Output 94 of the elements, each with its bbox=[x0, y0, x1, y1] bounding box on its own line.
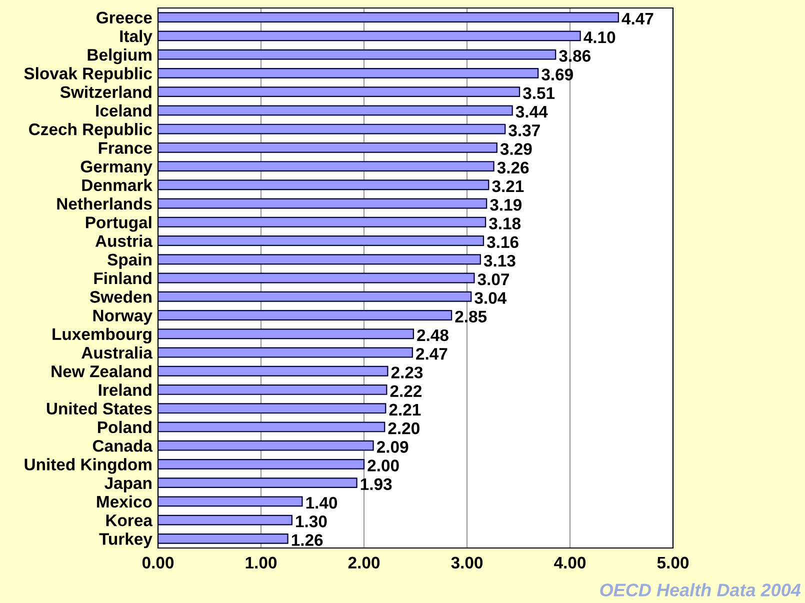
data-label: 4.47 bbox=[622, 12, 654, 24]
y-tick-label: Switzerland bbox=[60, 86, 152, 98]
y-tick-label: Sweden bbox=[90, 290, 152, 303]
data-label: 3.29 bbox=[500, 143, 532, 155]
data-label: 2.09 bbox=[376, 441, 408, 453]
y-tick-label: Australia bbox=[82, 346, 153, 359]
bar bbox=[158, 328, 414, 340]
y-tick-label: Norway bbox=[93, 310, 152, 325]
y-tick-label: Netherlands bbox=[57, 197, 152, 210]
data-label: 1.40 bbox=[306, 496, 338, 509]
data-label: 2.23 bbox=[391, 366, 423, 378]
data-label: 2.22 bbox=[390, 385, 422, 397]
data-label: 1.26 bbox=[292, 534, 323, 546]
data-label: 3.18 bbox=[489, 218, 521, 230]
data-label: 2.00 bbox=[368, 460, 399, 472]
y-tick-label: Poland bbox=[98, 420, 152, 434]
bar bbox=[158, 458, 365, 470]
y-tick-label: Italy bbox=[120, 30, 152, 46]
y-tick-label: New Zealand bbox=[52, 365, 152, 378]
bar bbox=[158, 384, 388, 395]
data-label: 1.30 bbox=[296, 516, 327, 528]
bar bbox=[158, 142, 498, 153]
bar bbox=[158, 533, 288, 544]
bar bbox=[158, 291, 472, 302]
data-label: 1.93 bbox=[360, 478, 392, 490]
data-label: 2.48 bbox=[417, 329, 448, 342]
bar bbox=[158, 105, 513, 116]
x-tick-label: 5.00 bbox=[657, 556, 689, 569]
bar bbox=[158, 161, 494, 172]
bar bbox=[158, 68, 539, 78]
data-label: 3.21 bbox=[492, 180, 524, 192]
y-tick-label: Austria bbox=[95, 234, 153, 247]
data-label: 3.19 bbox=[490, 198, 522, 211]
bar bbox=[158, 478, 358, 488]
x-tick-label: 1.00 bbox=[246, 556, 277, 569]
data-label: 2.85 bbox=[455, 310, 487, 323]
bar bbox=[158, 254, 481, 265]
bar bbox=[158, 272, 475, 284]
y-tick-label: Turkey bbox=[99, 532, 152, 548]
y-tick-label: Finland bbox=[94, 272, 152, 284]
data-label: 2.47 bbox=[416, 348, 448, 360]
y-tick-label: United States bbox=[46, 402, 152, 415]
data-label: 2.20 bbox=[388, 422, 420, 434]
data-label: 3.51 bbox=[523, 87, 555, 100]
x-tick-label: 2.00 bbox=[348, 556, 380, 569]
y-tick-label: France bbox=[98, 142, 152, 154]
bar bbox=[158, 440, 374, 451]
data-label: 3.44 bbox=[516, 106, 548, 118]
text: OECD Health Data 2004 bbox=[600, 583, 801, 596]
y-tick-label: Japan bbox=[104, 477, 152, 492]
x-tick-label: 3.00 bbox=[451, 556, 483, 569]
data-label: 3.04 bbox=[474, 292, 507, 304]
bar bbox=[158, 49, 556, 60]
y-tick-label: Denmark bbox=[82, 178, 152, 192]
y-tick-label: Canada bbox=[92, 440, 153, 452]
data-label: 3.26 bbox=[497, 162, 529, 174]
bar bbox=[158, 12, 619, 23]
bar bbox=[158, 236, 484, 246]
y-tick-label: Portugal bbox=[86, 216, 152, 232]
bar bbox=[158, 30, 581, 42]
data-label: 3.69 bbox=[542, 68, 573, 80]
data-label: 3.86 bbox=[559, 50, 591, 62]
bar bbox=[158, 198, 488, 209]
bar bbox=[158, 310, 452, 320]
data-label: 3.07 bbox=[478, 273, 510, 286]
y-tick-label: Ireland bbox=[98, 384, 152, 396]
x-tick-label: 4.00 bbox=[554, 556, 586, 569]
bar bbox=[158, 216, 486, 228]
bar bbox=[158, 496, 303, 507]
bar bbox=[158, 124, 506, 134]
y-tick-label: Iceland bbox=[96, 104, 152, 117]
bar bbox=[158, 86, 520, 98]
bar bbox=[158, 180, 490, 190]
y-tick-label: Greece bbox=[96, 12, 152, 24]
data-label: 3.13 bbox=[484, 254, 516, 267]
data-label: 2.21 bbox=[389, 404, 421, 416]
y-tick-label: Luxembourg bbox=[52, 328, 152, 344]
y-tick-label: Slovak Republic bbox=[24, 67, 152, 83]
bar bbox=[158, 366, 388, 376]
y-tick-label: Germany bbox=[80, 160, 152, 176]
bar bbox=[158, 514, 292, 526]
y-tick-label: Mexico bbox=[97, 495, 152, 508]
y-tick-label: Belgium bbox=[88, 48, 152, 64]
bar bbox=[158, 403, 386, 414]
y-tick-label: Czech Republic bbox=[29, 122, 152, 139]
data-label: 4.10 bbox=[584, 31, 616, 44]
y-tick-label: United Kingdom bbox=[24, 458, 152, 474]
bar bbox=[158, 422, 386, 432]
y-tick-label: Korea bbox=[106, 514, 153, 526]
y-tick-label: Spain bbox=[108, 253, 152, 269]
bar bbox=[158, 347, 413, 358]
data-label: 3.37 bbox=[508, 124, 540, 136]
data-label: 3.16 bbox=[486, 236, 518, 248]
x-tick-label: 0.00 bbox=[142, 556, 174, 569]
